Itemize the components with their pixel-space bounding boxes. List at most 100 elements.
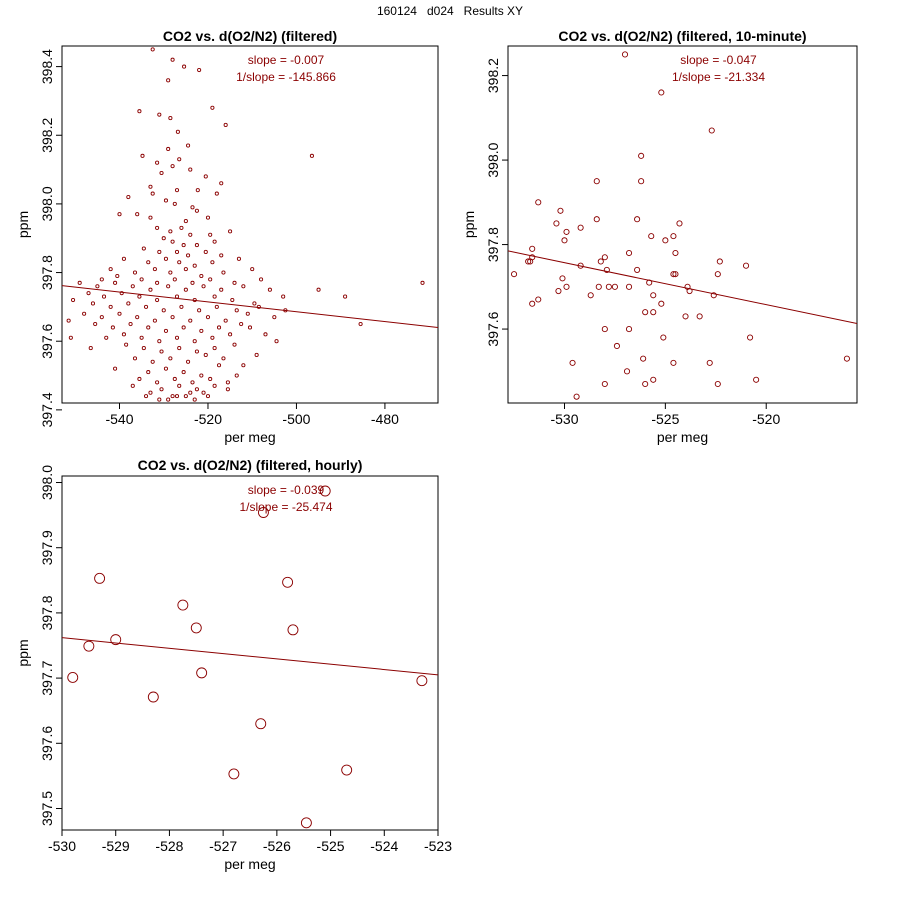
- plot-title: CO2 vs. d(O2/N2) (filtered, hourly): [138, 457, 363, 473]
- data-point: [658, 89, 665, 96]
- data-point: [152, 318, 157, 323]
- data-point: [212, 239, 217, 244]
- x-tick-label: -525: [651, 411, 679, 427]
- data-point: [177, 383, 182, 388]
- data-point: [182, 64, 187, 69]
- data-point: [124, 342, 129, 347]
- data-point: [274, 339, 279, 344]
- data-point: [670, 359, 677, 366]
- data-point: [155, 225, 160, 230]
- data-point: [146, 370, 151, 375]
- data-point: [94, 572, 106, 584]
- data-point: [121, 256, 126, 261]
- data-point: [90, 301, 96, 306]
- data-point: [157, 249, 162, 255]
- data-point: [529, 300, 536, 307]
- data-point: [146, 260, 151, 265]
- data-point: [108, 267, 113, 272]
- data-point: [194, 208, 199, 213]
- data-point: [199, 273, 204, 279]
- x-axis-label: per meg: [224, 429, 275, 445]
- data-point: [181, 243, 186, 248]
- x-tick-label: -524: [370, 838, 398, 854]
- data-point: [282, 576, 294, 588]
- data-point: [232, 280, 237, 285]
- data-point: [199, 328, 204, 333]
- data-point: [843, 355, 850, 362]
- slope-annotation: slope = -0.007: [248, 53, 325, 67]
- x-tick-label: -529: [102, 838, 130, 854]
- data-point: [157, 339, 162, 344]
- y-tick-label: 397.9: [39, 530, 55, 565]
- data-point: [166, 78, 171, 83]
- data-point: [210, 105, 215, 110]
- data-point: [597, 258, 604, 265]
- data-point: [130, 284, 135, 289]
- data-point: [223, 122, 228, 128]
- data-point: [148, 215, 153, 220]
- data-point: [525, 258, 532, 265]
- data-point: [201, 284, 206, 289]
- data-point: [163, 256, 169, 261]
- data-point: [170, 394, 175, 399]
- data-point: [150, 359, 155, 364]
- data-point: [640, 355, 647, 362]
- data-point: [309, 153, 314, 158]
- inv-slope-annotation: 1/slope = -145.866: [236, 70, 336, 84]
- data-point: [625, 326, 633, 333]
- data-point: [177, 157, 182, 162]
- data-point: [190, 205, 195, 210]
- slope-annotation: slope = -0.039: [248, 483, 325, 497]
- data-point: [241, 284, 246, 289]
- data-point: [126, 194, 131, 200]
- data-point: [137, 294, 142, 299]
- data-point: [343, 294, 348, 299]
- y-tick-label: 398.2: [39, 118, 55, 153]
- data-point: [208, 232, 213, 237]
- data-point: [670, 233, 677, 240]
- y-axis-label: ppm: [15, 211, 31, 238]
- data-point: [257, 507, 269, 518]
- data-point: [650, 376, 657, 383]
- data-point: [646, 279, 653, 286]
- data-point: [696, 313, 703, 320]
- data-point: [99, 315, 104, 320]
- data-point: [148, 287, 153, 292]
- x-axis-label: per meg: [224, 856, 275, 872]
- data-point: [634, 216, 641, 223]
- data-point: [137, 376, 142, 382]
- data-point: [159, 387, 164, 392]
- data-point: [157, 112, 162, 117]
- data-point: [634, 266, 641, 273]
- data-point: [648, 233, 655, 240]
- data-point: [358, 321, 363, 327]
- data-point: [104, 335, 109, 340]
- data-point: [148, 390, 153, 395]
- data-point: [234, 308, 239, 313]
- data-point: [196, 667, 208, 679]
- data-point: [148, 184, 153, 189]
- data-point: [99, 277, 104, 282]
- data-point: [716, 258, 723, 265]
- data-point: [159, 349, 164, 354]
- regression-line: [62, 285, 438, 328]
- page-title: 160124 d024 Results XY: [376, 4, 524, 18]
- data-point: [117, 311, 122, 316]
- data-point: [208, 376, 213, 382]
- data-point: [179, 304, 184, 309]
- data-point: [190, 622, 202, 634]
- data-point: [147, 691, 159, 703]
- data-point: [174, 394, 180, 399]
- data-point: [747, 334, 754, 341]
- data-point: [168, 270, 173, 275]
- plot-title: CO2 vs. d(O2/N2) (filtered, 10-minute): [558, 28, 806, 44]
- y-tick-label: 398.0: [39, 465, 55, 500]
- y-tick-label: 398.0: [485, 142, 501, 177]
- data-point: [66, 318, 71, 323]
- data-point: [593, 216, 600, 223]
- data-point: [563, 228, 570, 235]
- data-point: [183, 219, 188, 224]
- data-point: [132, 270, 138, 275]
- data-point: [155, 297, 160, 303]
- data-point: [183, 287, 188, 292]
